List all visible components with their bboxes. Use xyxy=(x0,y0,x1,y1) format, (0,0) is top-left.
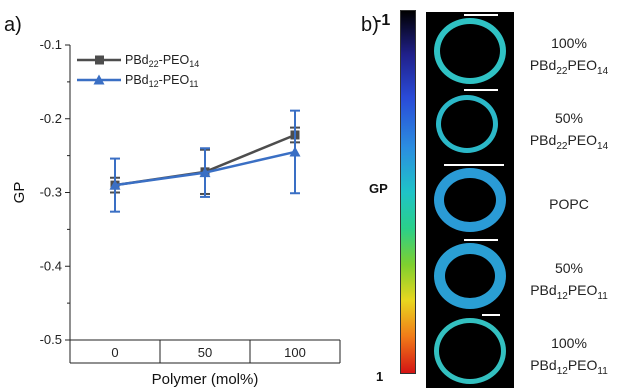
x-tick-label: 0 xyxy=(111,345,118,360)
vesicle-ring xyxy=(436,95,498,153)
legend-label: PBd22-PEO14 xyxy=(125,53,199,69)
y-axis-title: GP xyxy=(11,182,28,204)
vesicle-ring xyxy=(434,18,506,84)
sample-label: 50% PBd22PEO14 xyxy=(519,107,619,158)
vesicle-image xyxy=(426,312,514,384)
vesicle-image xyxy=(426,237,514,309)
y-tick-label: -0.4 xyxy=(40,258,62,273)
sample-percent: POPC xyxy=(549,196,589,212)
scale-bar xyxy=(464,14,498,16)
data-point-triangle xyxy=(199,167,211,178)
sample-percent: 50% xyxy=(554,260,584,276)
x-tick-label: 100 xyxy=(284,345,306,360)
sample-percent: 50% xyxy=(554,110,584,126)
vesicle-image xyxy=(426,87,514,159)
scale-bar xyxy=(464,89,498,91)
data-point-triangle xyxy=(109,179,121,190)
y-tick-label: -0.2 xyxy=(40,111,62,126)
scale-bar xyxy=(464,239,498,241)
sample-label: POPC xyxy=(519,193,619,215)
x-tick-label: 50 xyxy=(198,345,212,360)
x-axis-title: Polymer (mol%) xyxy=(152,371,259,388)
sample-formula: PBd22PEO14 xyxy=(529,57,609,77)
vesicle-image-strip xyxy=(426,12,514,388)
gp-colorbar xyxy=(400,10,416,374)
colorbar-title: GP xyxy=(369,181,388,196)
sample-formula: PBd22PEO14 xyxy=(529,132,609,152)
legend-marker-triangle xyxy=(93,74,105,85)
sample-percent: 100% xyxy=(551,35,587,51)
scale-bar xyxy=(444,164,504,166)
y-tick-label: -0.5 xyxy=(40,332,62,347)
vesicle-image xyxy=(426,12,514,84)
sample-formula: PBd12PEO11 xyxy=(530,357,608,377)
panel-b-label: b) xyxy=(361,14,379,36)
y-tick-label: -0.3 xyxy=(40,185,62,200)
sample-formula: PBd12PEO11 xyxy=(530,282,608,302)
data-point-triangle xyxy=(289,146,301,157)
y-tick-label: -0.1 xyxy=(40,37,62,52)
sample-label: 100% PBd22PEO14 xyxy=(519,32,619,83)
colorbar-top-label: -1 xyxy=(376,12,391,29)
vesicle-image xyxy=(426,162,514,234)
colorbar-bottom-label: 1 xyxy=(376,369,384,384)
sample-label: 50% PBd12PEO11 xyxy=(519,257,619,308)
legend-marker-square xyxy=(95,55,104,65)
legend-label: PBd12-PEO11 xyxy=(125,73,199,89)
vesicle-ring xyxy=(434,318,506,384)
sample-label: 100% PBd12PEO11 xyxy=(519,332,619,383)
scale-bar xyxy=(482,314,500,316)
vesicle-ring xyxy=(434,243,506,309)
panel-a-label: a) xyxy=(4,14,22,36)
vesicle-ring xyxy=(434,168,506,232)
sample-percent: 100% xyxy=(551,335,587,351)
